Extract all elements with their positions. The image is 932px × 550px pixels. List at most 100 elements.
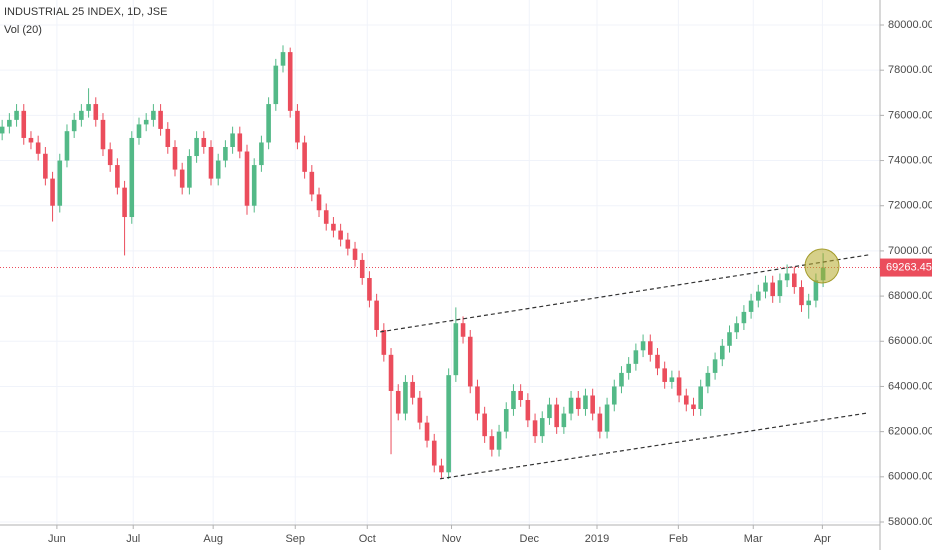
candle-body: [403, 381, 408, 414]
candle-body: [792, 273, 797, 288]
x-tick-label: Oct: [359, 533, 376, 545]
y-tick-label: 58000.00: [888, 516, 932, 528]
last-price-label: 69263.45: [886, 261, 932, 273]
candle-body: [691, 404, 696, 410]
x-tick-label: Sep: [285, 533, 305, 545]
candle-body: [784, 273, 790, 281]
candle-body: [547, 404, 552, 419]
candle-body: [806, 300, 812, 306]
candle-body: [410, 381, 415, 398]
candle-body: [57, 160, 63, 206]
candle-body: [122, 187, 127, 218]
volume-label: Vol (20): [4, 24, 42, 36]
highlight-circle: [804, 248, 840, 284]
candle-body: [129, 137, 135, 218]
candle-body: [21, 110, 27, 138]
candle-body: [295, 110, 300, 143]
candle-body: [309, 171, 315, 195]
candle-body: [568, 397, 574, 414]
candle-body: [503, 409, 509, 432]
x-tick-label: Nov: [442, 533, 462, 545]
candle-body: [712, 359, 718, 373]
y-tick-label: 70000.00: [888, 245, 932, 257]
last-price-box: [880, 258, 932, 277]
grid-layer: [0, 0, 880, 525]
candle-body: [417, 397, 423, 423]
y-tick-label: 76000.00: [888, 109, 932, 121]
candle-body: [532, 420, 538, 437]
candle-body: [280, 52, 286, 66]
candle-body: [518, 390, 523, 401]
candle-body: [0, 126, 5, 134]
candle-body: [511, 390, 516, 410]
candle-body: [655, 354, 660, 369]
candle-body: [662, 368, 667, 382]
candle-body: [35, 142, 41, 154]
candle-body: [151, 110, 156, 120]
y-tick-label: 66000.00: [888, 335, 932, 347]
candle-body: [424, 422, 430, 441]
candle-body: [115, 165, 120, 188]
candle-body: [683, 395, 689, 405]
candle-body: [14, 110, 19, 120]
x-tick-label: Jun: [48, 533, 66, 545]
candle-body: [475, 386, 480, 414]
trendline: [439, 412, 869, 480]
candle-body: [352, 248, 358, 260]
candle-body: [179, 169, 185, 188]
candle-body: [626, 363, 631, 373]
candle-body: [748, 300, 754, 312]
x-tick-label: Dec: [520, 533, 540, 545]
y-tick-label: 62000.00: [888, 426, 932, 438]
candle-body: [266, 104, 271, 143]
candle-body: [50, 178, 55, 206]
candle-body: [496, 431, 502, 450]
candle-body: [172, 146, 178, 170]
candle-body: [381, 329, 387, 355]
candle-body: [583, 395, 588, 410]
x-tick-label: Mar: [744, 533, 763, 545]
candle-body: [741, 311, 747, 324]
candle-body: [367, 278, 372, 301]
candle-body: [727, 332, 732, 346]
candle-body: [287, 52, 293, 111]
candle-body: [323, 210, 329, 224]
candle-body: [734, 323, 739, 333]
candle-body: [561, 413, 567, 428]
candle-body: [604, 404, 610, 432]
candle-body: [698, 386, 703, 410]
candle-body: [107, 149, 113, 166]
x-tick-label: Apr: [814, 533, 831, 545]
y-tick-label: 74000.00: [888, 154, 932, 166]
x-tick-label: Jul: [126, 533, 140, 545]
candle-body: [259, 142, 264, 166]
x-tick-label: Aug: [203, 533, 223, 545]
candle-body: [799, 287, 804, 306]
candle-body: [770, 282, 776, 297]
candle-body: [554, 404, 559, 428]
candle-body: [143, 119, 149, 125]
candle-body: [194, 137, 199, 157]
candle-body: [431, 440, 437, 466]
candle-body: [374, 300, 379, 330]
candle-body: [100, 119, 106, 150]
trendline: [380, 254, 869, 333]
candle-body: [575, 397, 581, 410]
candle-body: [201, 137, 207, 147]
candle-body: [676, 377, 682, 396]
candle-body: [345, 239, 351, 249]
y-tick-label: 60000.00: [888, 471, 932, 483]
candle-body: [43, 153, 48, 179]
candle-body: [28, 137, 34, 143]
candle-body: [705, 372, 711, 387]
candle-body: [633, 350, 639, 364]
y-tick-label: 78000.00: [888, 64, 932, 76]
candle-body: [71, 119, 77, 132]
candle-body: [719, 345, 725, 360]
candle-body: [611, 386, 617, 405]
candle-body: [187, 156, 192, 188]
candle-body: [316, 194, 322, 211]
candle-body: [395, 390, 401, 414]
